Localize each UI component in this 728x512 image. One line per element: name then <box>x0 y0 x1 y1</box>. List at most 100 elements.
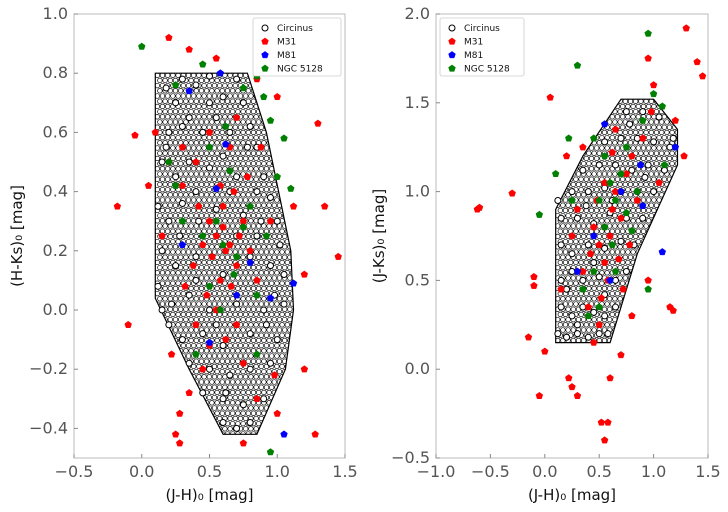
right-m81-point <box>573 267 582 275</box>
right-m81-point <box>639 201 647 209</box>
right-legend-entry-circinus: Circinus <box>448 24 500 34</box>
right-m31-point <box>608 205 616 213</box>
right-circinus-point <box>568 312 576 320</box>
right-m31-point <box>617 351 625 359</box>
right-circinus-point <box>612 276 620 284</box>
left-circinus-point <box>280 270 288 278</box>
right-ngc-5128-point <box>600 223 609 231</box>
right-circinus-point <box>601 244 609 252</box>
left-circinus-point <box>172 262 180 270</box>
right-ngc-5128-point <box>628 226 636 234</box>
left-circinus-point <box>185 291 193 299</box>
right-circinus-point <box>557 241 565 249</box>
left-x-tick-label: 1.0 <box>265 462 290 481</box>
left-legend-label-circinus: Circinus <box>277 24 313 34</box>
right-circinus-point <box>554 196 562 204</box>
right-m31-point <box>584 303 593 311</box>
right-circinus-point <box>584 333 592 341</box>
right-m31-point <box>615 255 623 263</box>
right-legend-label-ngc5128: NGC 5128 <box>464 65 510 75</box>
left-m31-point <box>232 320 241 328</box>
left-circinus-point <box>192 276 200 284</box>
right-m31-point <box>606 232 614 240</box>
right-circinus-point <box>579 303 587 311</box>
right-m31-point <box>595 320 603 328</box>
right-circinus-point <box>563 285 571 293</box>
left-circinus-point <box>260 306 268 314</box>
left-x-tick-label: 0.5 <box>197 462 222 481</box>
right-circinus-point <box>595 161 603 169</box>
right-circinus-point <box>626 120 634 128</box>
left-circinus-point <box>219 395 227 403</box>
left-m31-point <box>300 365 309 373</box>
right-m31-point <box>597 294 606 302</box>
left-m31-point <box>257 143 265 151</box>
left-m31-point <box>314 119 322 127</box>
left-x-tick-label: 1.5 <box>332 462 357 481</box>
left-circinus-point <box>219 418 227 426</box>
left-circinus-point <box>233 75 241 83</box>
right-circinus-point <box>595 273 603 281</box>
left-ngc-5128-point <box>138 42 146 50</box>
right-m31-point <box>680 152 688 160</box>
left-ngc-5128-point <box>178 217 187 225</box>
left-m31-point <box>175 409 184 417</box>
left-legend-label-ngc5128: NGC 5128 <box>277 65 323 75</box>
right-ngc-5128-point <box>590 267 598 275</box>
left-ngc-5128-point <box>199 60 207 68</box>
right-m31-point <box>541 347 549 355</box>
right-m31-point <box>655 178 663 186</box>
left-circinus-point <box>185 359 193 367</box>
right-circinus-point <box>666 143 674 151</box>
right-series-m31 <box>473 24 707 444</box>
right-circinus-point <box>573 321 581 329</box>
right-circinus-point <box>568 188 576 196</box>
left-circinus-point <box>162 84 170 92</box>
left-circinus-point <box>206 99 213 107</box>
right-m31-point <box>693 58 701 66</box>
right-legend-box <box>439 17 525 77</box>
left-circinus-point <box>154 202 162 210</box>
left-data-points <box>113 33 342 456</box>
left-m81-point <box>205 338 214 346</box>
right-m81-point <box>606 276 614 284</box>
left-ngc-5128-point <box>259 92 268 101</box>
right-circinus-point <box>557 214 565 222</box>
right-m31-point <box>698 72 707 80</box>
left-circinus-point <box>266 359 274 367</box>
right-circinus-point <box>579 166 587 174</box>
right-m81-point <box>658 248 667 256</box>
left-m81-point <box>216 69 225 77</box>
right-m31-point <box>508 189 516 197</box>
right-y-tick-label: −0.5 <box>391 448 430 467</box>
left-legend-entry-ngc5128: NGC 5128 <box>261 65 323 75</box>
right-circinus-point <box>644 161 652 169</box>
left-m31-point <box>144 181 153 189</box>
left-m31-point <box>235 232 244 240</box>
left-m31-point <box>165 33 173 41</box>
left-circinus-point <box>192 188 200 196</box>
right-circinus-point <box>660 166 668 174</box>
left-m31-point <box>167 350 176 358</box>
right-m31-point <box>682 24 690 32</box>
left-ngc-5128-point <box>171 181 180 189</box>
left-circinus-point <box>212 205 220 213</box>
left-panel: −0.5 0.0 0.5 1.0 1.5 −0.4 −0.2 0.0 0.2 0.4 0.6 0.8 1… <box>8 4 358 504</box>
left-m81-point <box>232 291 241 299</box>
left-m31-point <box>300 270 309 278</box>
left-circinus-point <box>266 262 274 270</box>
right-ngc-5128-point <box>611 196 620 204</box>
left-ngc-5128-point <box>230 270 238 278</box>
left-y-tick-label: −0.2 <box>29 359 68 378</box>
left-m81-point <box>185 87 193 95</box>
right-legend-marker-m31 <box>448 37 456 45</box>
right-ngc-5128-point <box>600 152 609 160</box>
left-legend-marker-circinus <box>261 24 269 32</box>
right-series-m81 <box>573 120 680 284</box>
right-m81-point <box>600 120 609 128</box>
left-circinus-point <box>185 114 193 122</box>
right-ngc-5128-point <box>644 29 652 37</box>
left-circinus-point <box>178 199 186 207</box>
right-m31-point <box>590 223 598 231</box>
left-legend-marker-m31 <box>261 37 269 45</box>
